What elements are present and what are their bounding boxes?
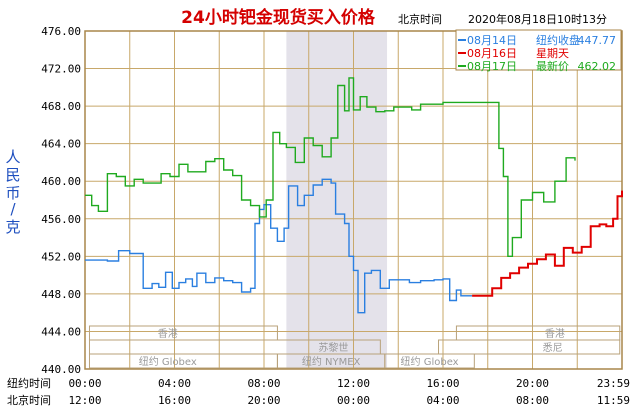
ylabel-char: 民	[5, 166, 20, 184]
ny-time-row-label: 纽约时间	[7, 376, 51, 390]
nymex-highlight-band	[286, 31, 388, 369]
x-tick-ny: 20:00	[516, 377, 549, 390]
x-tick-bj: 00:00	[337, 394, 370, 407]
x-tick-bj: 20:00	[247, 394, 280, 407]
x-tick-bj: 08:00	[516, 394, 549, 407]
y-tick-label: 452.00	[41, 250, 81, 263]
x-tick-bj: 12:00	[68, 394, 101, 407]
y-tick-label: 456.00	[41, 213, 81, 226]
timezone-label: 北京时间	[398, 12, 442, 26]
session-box	[438, 339, 621, 355]
y-tick-label: 448.00	[41, 288, 81, 301]
legend-value: 447.77	[578, 34, 617, 47]
session-box	[384, 353, 475, 369]
y-tick-label: 464.00	[41, 138, 81, 151]
session-label: 苏黎世	[318, 341, 348, 354]
legend-desc: 纽约收盘	[536, 33, 580, 47]
legend-date: 08月14日	[467, 34, 517, 47]
x-tick-ny: 00:00	[68, 377, 101, 390]
price-lines	[85, 77, 623, 314]
session-label: 纽约 NYMEX	[302, 355, 361, 368]
x-tick-bj: 04:00	[426, 394, 459, 407]
plot-frame	[84, 30, 623, 370]
x-tick-ny: 16:00	[426, 377, 459, 390]
x-tick-ny: 23:59	[597, 377, 630, 390]
legend-value: 462.02	[578, 60, 617, 73]
series-line-3	[85, 77, 576, 257]
ylabel-char: 币	[5, 184, 20, 202]
y-tick-label: 460.00	[41, 175, 81, 188]
session-label: 香港	[158, 328, 178, 340]
session-label: 纽约 Globex	[139, 355, 197, 368]
ylabel-char: 人	[5, 148, 20, 166]
y-tick-label: 476.00	[41, 25, 81, 38]
y-tick-labels: 476.00 472.00 468.00 464.00 460.00 456.00 452.…	[41, 25, 81, 376]
y-tick-label: 472.00	[41, 63, 81, 76]
current-datetime: 2020年08月18日10时13分	[468, 12, 607, 26]
legend-box	[455, 29, 622, 71]
series-line-1	[85, 178, 473, 314]
legend-desc: 星期天	[536, 47, 569, 60]
ylabel-char: 克	[5, 218, 20, 236]
legend-desc: 最新价	[536, 59, 569, 73]
session-label: 纽约 Globex	[401, 355, 459, 368]
bj-time-row-label: 北京时间	[7, 393, 51, 407]
x-tick-ny: 12:00	[337, 377, 370, 390]
chart-title: 24小时钯金现货买入价格	[181, 7, 376, 28]
y-tick-label: 468.00	[41, 100, 81, 113]
ylabel-char: /	[10, 200, 16, 218]
x-tick-bj: 11:59	[597, 394, 630, 407]
legend-date: 08月17日	[467, 60, 517, 73]
x-tick-labels: 00:00 12:00 04:00 16:00 08:00 20:00 12:00 00:00…	[68, 377, 630, 407]
session-label: 香港	[545, 328, 565, 340]
y-tick-label: 444.00	[41, 325, 81, 338]
legend-date: 08月16日	[467, 47, 517, 60]
session-label: 悉尼	[543, 342, 563, 354]
y-axis-title: 人 民 币 / 克	[5, 148, 20, 236]
x-tick-ny: 04:00	[158, 377, 191, 390]
x-tick-ny: 08:00	[247, 377, 280, 390]
series-line-2	[472, 190, 623, 297]
x-tick-bj: 16:00	[158, 394, 191, 407]
y-tick-label: 440.00	[41, 363, 81, 376]
